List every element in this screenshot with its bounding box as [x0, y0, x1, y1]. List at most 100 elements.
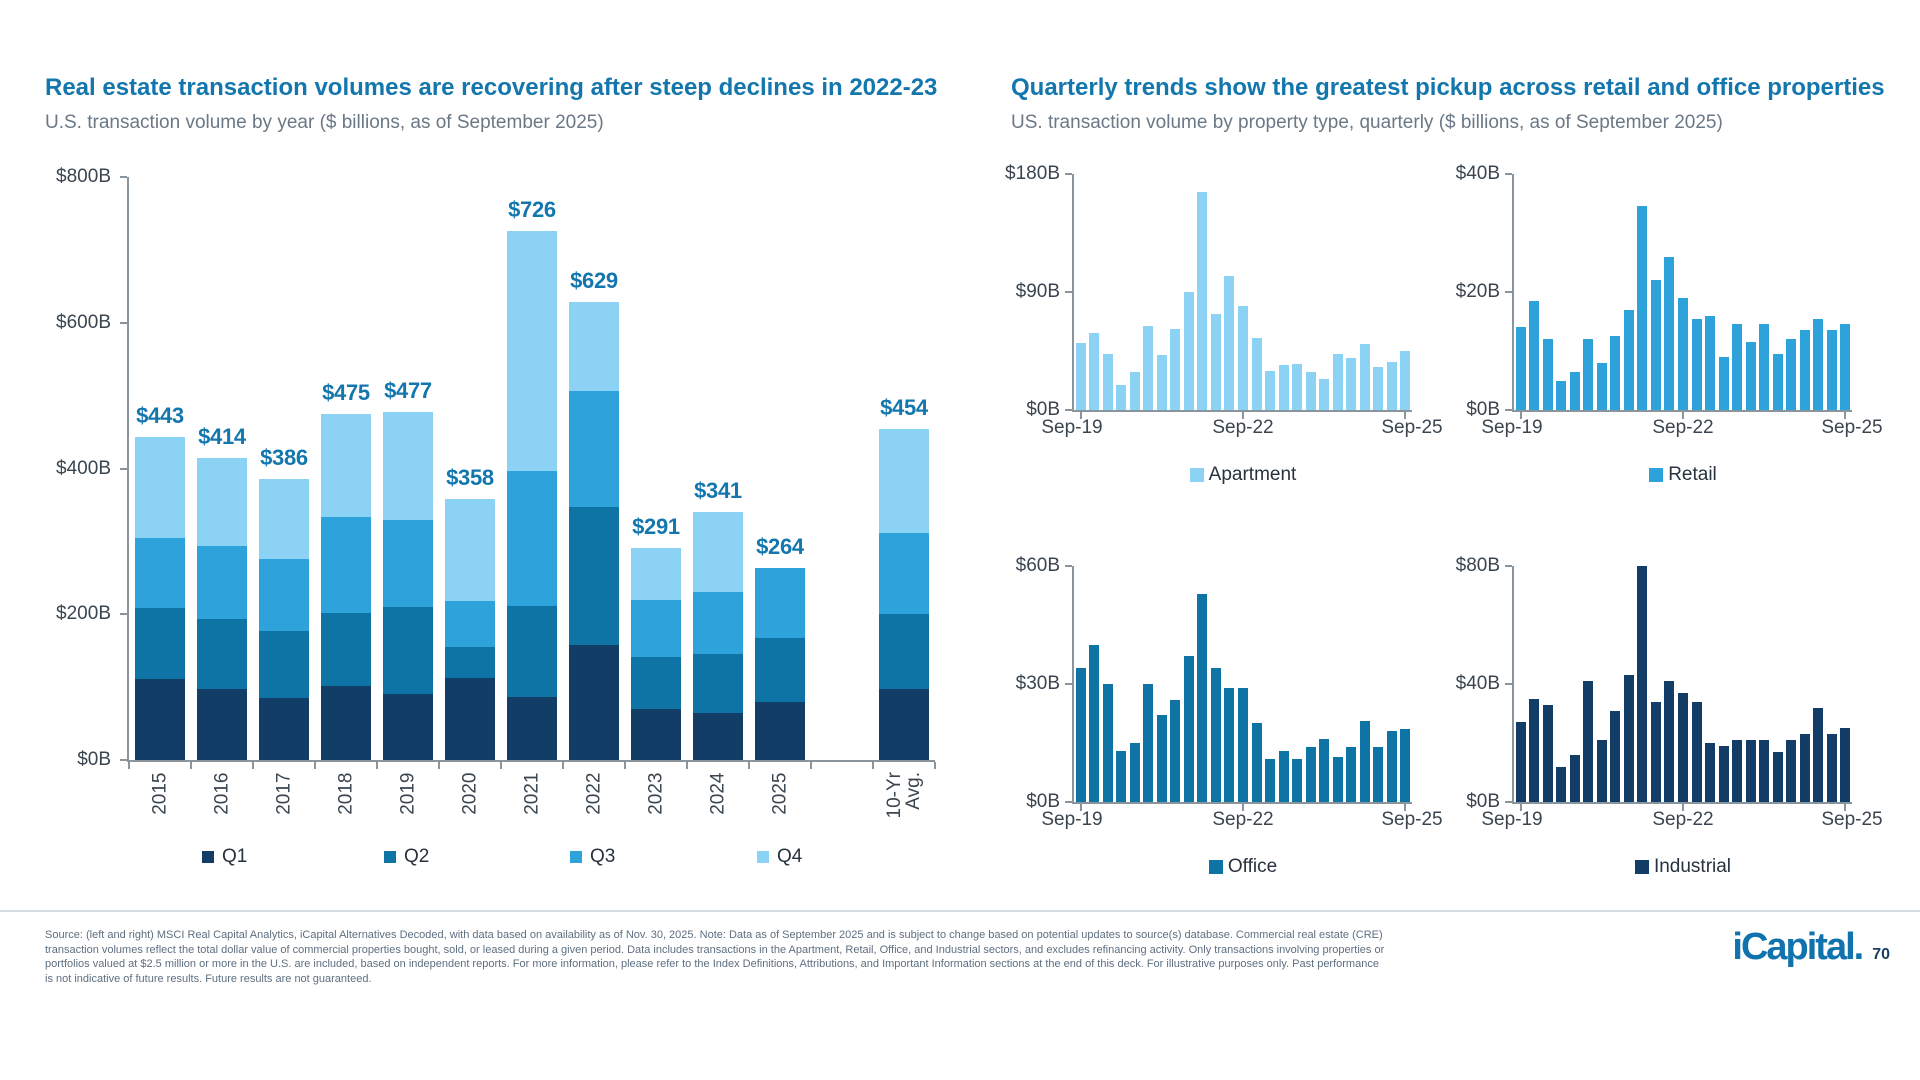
y-tick: [120, 613, 127, 616]
y-tick: [1505, 409, 1512, 411]
bar-segment-q3: [631, 600, 681, 657]
right-chart-title: Quarterly trends show the greatest picku…: [1011, 74, 1885, 101]
q3-legend-label: Q3: [590, 846, 616, 867]
apartment-bar: [1305, 371, 1316, 410]
x-tick: [128, 762, 130, 769]
x-tick: [1242, 412, 1244, 419]
bar-segment-q3: [135, 538, 185, 609]
office-bar: [1400, 729, 1411, 802]
bar-segment-q2: [383, 606, 433, 694]
x-tick: [1404, 412, 1407, 419]
retail-bar: [1759, 324, 1770, 410]
apartment-bar: [1183, 292, 1194, 410]
apartment-legend-label: Apartment: [1208, 464, 1297, 485]
office-bar: [1143, 684, 1154, 802]
retail-bar: [1637, 206, 1648, 410]
industrial-chart: $80B $40B $0B Sep-19 Sep-22 Sep-25 Indus…: [1456, 555, 1883, 877]
x-tick: [810, 762, 812, 769]
x-tick: [1079, 804, 1082, 811]
bar-segment-q1: [879, 688, 929, 760]
annual-stacked-bar-chart: $443 2015 $414 2016 $386 2017 $475 2018 $477 2019…: [120, 176, 936, 818]
office-bar: [1373, 746, 1384, 802]
q3-legend-swatch: [570, 851, 582, 863]
y-tick: [1065, 173, 1072, 175]
retail-bar: [1556, 380, 1567, 410]
retail-bar: [1786, 339, 1797, 410]
left-chart-title: Real estate transaction volumes are reco…: [45, 74, 938, 101]
office-bar: [1278, 750, 1289, 802]
x-tick: [1079, 412, 1082, 419]
industrial-legend-label: Industrial: [1653, 856, 1732, 877]
legend-item-q2: Q2: [384, 846, 429, 868]
page-number: 70: [1872, 946, 1890, 963]
industrial-bar: [1840, 728, 1851, 802]
apartment-chart: $180B $90B $0B Sep-19 Sep-22 Sep-25 Apar…: [1005, 163, 1443, 485]
bar-segment-q1: [383, 693, 433, 760]
office-bar: [1332, 756, 1343, 802]
office-bar: [1170, 699, 1181, 802]
y-tick-label: $200B: [56, 603, 111, 624]
x-tick: [314, 762, 316, 769]
office-bar: [1265, 758, 1276, 802]
x-tick: [252, 762, 254, 769]
y-tick-label: $0B: [1026, 399, 1060, 420]
x-tick-label: Sep-25: [1821, 809, 1883, 830]
apartment-bar: [1332, 353, 1343, 410]
office-bar: [1359, 721, 1370, 802]
retail-bar: [1678, 297, 1688, 410]
retail-bar: [1623, 309, 1634, 410]
bar-segment-q4: [631, 547, 681, 601]
y-tick-label: $800B: [56, 166, 111, 187]
bar-total-label: $386: [260, 444, 308, 470]
office-bar: [1386, 731, 1397, 802]
legend-item-q4: Q4: [757, 846, 802, 868]
apartment-bar: [1238, 306, 1248, 410]
industrial-bar: [1732, 740, 1743, 802]
apartment-bar: [1224, 276, 1235, 410]
bar-total-label: $477: [384, 378, 432, 404]
q1-legend-label: Q1: [222, 846, 248, 867]
bar-segment-q1: [631, 709, 681, 760]
bar-total-label: $443: [136, 403, 184, 429]
industrial-bar: [1826, 734, 1837, 802]
x-tick: [748, 762, 750, 769]
apartment-bar: [1143, 326, 1154, 410]
retail-legend-label: Retail: [1668, 464, 1717, 485]
bar-segment-q3: [445, 601, 495, 648]
apartment-bar: [1251, 337, 1262, 410]
y-tick-label: $80B: [1455, 555, 1500, 576]
retail-legend-swatch: [1649, 468, 1664, 482]
office-bar: [1319, 739, 1330, 802]
retail-bar: [1718, 356, 1729, 410]
y-tick-label: $60B: [1015, 555, 1060, 576]
office-legend: Office: [1074, 856, 1412, 878]
apartment-bar: [1359, 344, 1370, 410]
x-axis-label: 2015: [149, 772, 171, 815]
industrial-bar: [1799, 734, 1810, 802]
industrial-bar: [1691, 701, 1702, 802]
bar-total-label: $629: [570, 267, 618, 293]
x-tick: [376, 762, 378, 769]
apartment-bar: [1089, 332, 1100, 410]
x-tick: [1404, 804, 1407, 811]
apartment-legend-swatch: [1189, 468, 1204, 482]
retail-bar: [1596, 362, 1607, 410]
y-tick-label: $600B: [56, 312, 111, 333]
bar-segment-q2: [507, 605, 557, 698]
y-tick: [1505, 683, 1512, 685]
bar-segment-q2: [445, 647, 495, 679]
retail-bar: [1772, 353, 1783, 410]
office-legend-label: Office: [1227, 856, 1278, 877]
bar-segment-q1: [197, 689, 247, 760]
office-bar: [1305, 746, 1316, 802]
bar-segment-q3: [879, 532, 929, 615]
office-bar: [1238, 687, 1248, 802]
q1-legend-swatch: [202, 851, 214, 863]
retail-bar: [1610, 336, 1621, 410]
y-tick: [1065, 409, 1072, 411]
office-bar: [1102, 684, 1113, 802]
industrial-bar: [1583, 681, 1594, 802]
office-bar: [1224, 687, 1235, 802]
retail-bar: [1542, 339, 1553, 410]
bar-segment-q3: [321, 516, 371, 613]
